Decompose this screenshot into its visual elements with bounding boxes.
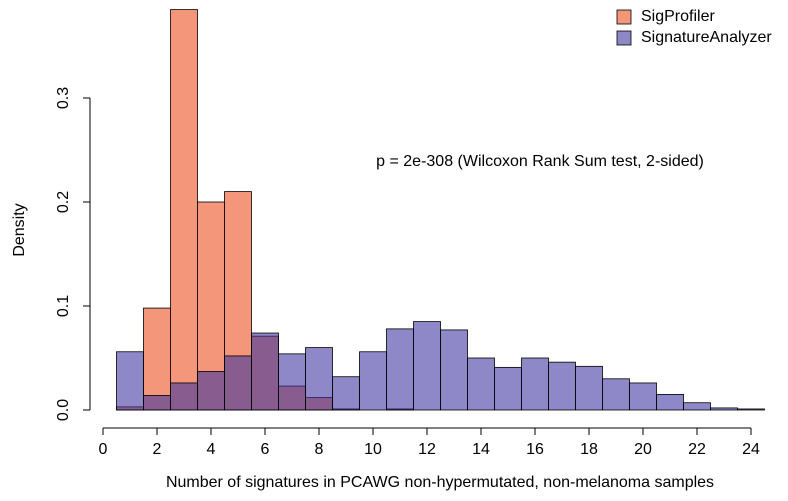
bar <box>440 329 468 411</box>
y-tick-label: 0.2 <box>55 191 72 213</box>
x-tick-label: 14 <box>472 441 490 458</box>
bar <box>521 357 549 411</box>
x-axis-label: Number of signatures in PCAWG non-hyperm… <box>166 474 714 491</box>
x-tick-label: 8 <box>315 441 324 458</box>
bar <box>359 351 387 411</box>
bar <box>170 9 198 411</box>
x-tick-label: 12 <box>418 441 436 458</box>
x-tick-label: 6 <box>261 441 270 458</box>
bar <box>602 378 630 411</box>
bar <box>629 382 657 411</box>
x-tick-label: 18 <box>580 441 598 458</box>
bar <box>548 361 576 411</box>
bar <box>386 328 414 411</box>
bar <box>683 402 711 411</box>
y-tick-label: 0.1 <box>55 295 72 317</box>
annotation: p = 2e-308 (Wilcoxon Rank Sum test, 2-si… <box>376 153 704 170</box>
y-axis-label: Density <box>11 203 28 256</box>
bar <box>332 376 360 411</box>
x-tick-label: 20 <box>634 441 652 458</box>
legend-swatch <box>616 9 632 25</box>
legend-label: SigProfiler <box>641 8 715 25</box>
bar <box>737 408 765 411</box>
bar <box>170 382 198 411</box>
bar <box>143 395 171 411</box>
bar <box>116 351 144 411</box>
x-tick-label: 16 <box>526 441 544 458</box>
y-tick-label: 0.3 <box>55 87 72 109</box>
x-tick-label: 22 <box>688 441 706 458</box>
x-tick-label: 2 <box>153 441 162 458</box>
bar <box>494 366 522 411</box>
x-tick-label: 24 <box>742 441 760 458</box>
x-tick-label: 4 <box>207 441 216 458</box>
bar <box>467 357 495 411</box>
x-tick-label: 10 <box>364 441 382 458</box>
legend-label: SignatureAnalyzer <box>641 29 772 46</box>
bar <box>197 371 225 411</box>
bar <box>143 307 171 411</box>
bar <box>278 353 306 411</box>
bar <box>305 347 333 411</box>
legend-swatch <box>616 30 632 46</box>
bar <box>224 355 252 411</box>
bar <box>413 321 441 411</box>
bar <box>656 393 684 411</box>
bar <box>575 365 603 411</box>
y-tick-label: 0.0 <box>55 399 72 421</box>
bar <box>251 332 279 411</box>
x-tick-label: 0 <box>99 441 108 458</box>
bar <box>710 407 738 411</box>
